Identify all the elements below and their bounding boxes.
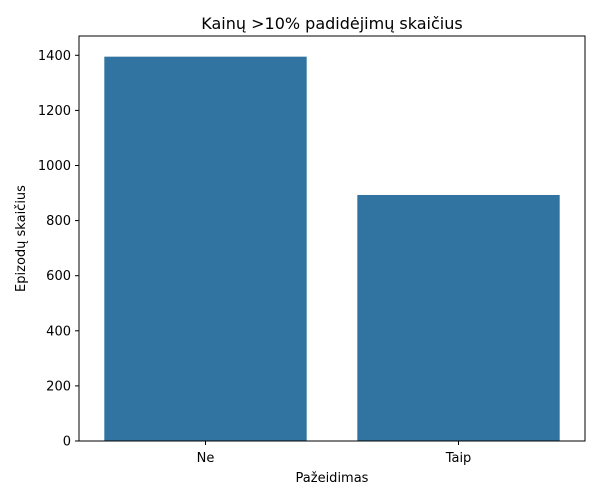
bars-group bbox=[104, 56, 560, 441]
bar-taip bbox=[357, 194, 560, 441]
y-tick-label: 0 bbox=[63, 435, 71, 450]
y-tick-label: 800 bbox=[46, 214, 71, 229]
plot-frame bbox=[78, 35, 586, 442]
y-tick-label: 1000 bbox=[38, 159, 71, 174]
y-tick-label: 400 bbox=[46, 324, 71, 339]
x-axis-title: Pažeidimas bbox=[296, 471, 369, 486]
y-tick-label: 200 bbox=[46, 379, 71, 394]
y-axis: 0 200 400 600 800 1000 1200 1400 bbox=[38, 49, 79, 450]
x-tick-label: Taip bbox=[445, 451, 472, 466]
y-tick-label: 1400 bbox=[38, 49, 71, 64]
y-tick-label: 600 bbox=[46, 269, 71, 284]
bar-ne bbox=[104, 56, 307, 441]
x-tick-label: Ne bbox=[197, 451, 215, 466]
chart-title: Kainų >10% padidėjimų skaičius bbox=[201, 14, 462, 33]
y-axis-title: Epizodų skaičius bbox=[14, 185, 29, 292]
x-axis: Ne Taip bbox=[197, 441, 472, 466]
y-tick-label: 1200 bbox=[38, 104, 71, 119]
